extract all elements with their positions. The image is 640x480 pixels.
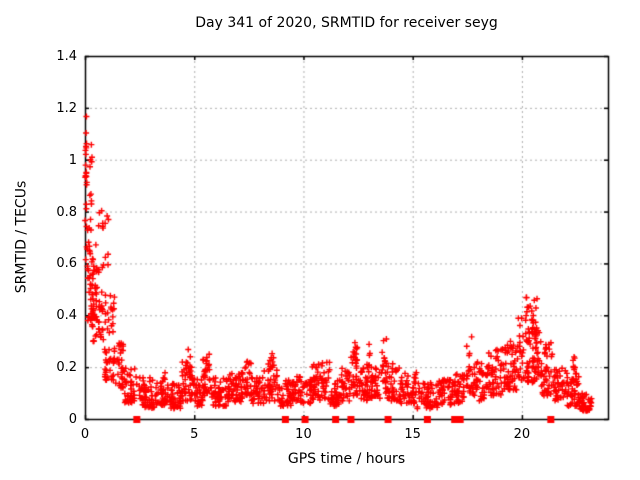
y-tick-label: 1.2: [56, 100, 77, 116]
x-tick-label: 10: [295, 427, 312, 442]
y-tick-label: 0.4: [56, 308, 77, 324]
y-tick-label: 0.6: [56, 256, 77, 272]
y-tick-label: 0.2: [56, 360, 77, 376]
y-tick-label: 1: [68, 152, 77, 168]
y-tick-label: 0: [68, 412, 77, 427]
chart-title: Day 341 of 2020, SRMTID for receiver sey…: [195, 15, 498, 31]
x-tick-label: 15: [404, 427, 421, 442]
y-axis-label: SRMTID / TECUs: [13, 180, 30, 294]
y-tick-label: 0.8: [56, 204, 77, 220]
x-tick-label: 5: [190, 427, 199, 442]
x-axis-label: GPS time / hours: [287, 451, 406, 467]
y-tick-label: 1.4: [56, 49, 77, 64]
x-tick-label: 0: [80, 427, 90, 442]
x-tick-label: 20: [513, 427, 531, 442]
